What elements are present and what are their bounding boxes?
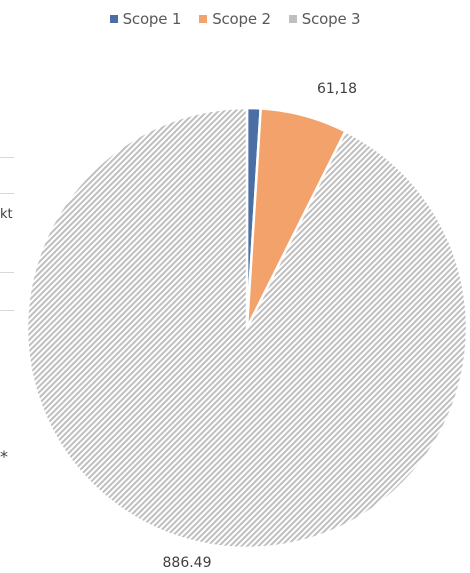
background-mark-fragment: * xyxy=(0,447,8,466)
legend-swatch-scope-1 xyxy=(109,15,118,23)
legend-swatch-scope-3 xyxy=(288,15,297,23)
data-label-scope-3: 886.49 xyxy=(163,555,212,571)
legend-item-scope-3: Scope 3 xyxy=(288,10,361,28)
pie-slice-scope-3 xyxy=(25,106,469,550)
legend-swatch-scope-2 xyxy=(199,15,208,23)
background-divider xyxy=(0,272,14,273)
legend-item-scope-2: Scope 2 xyxy=(199,10,271,28)
chart-legend: Scope 1 Scope 2 Scope 3 xyxy=(0,10,470,28)
background-divider xyxy=(0,310,14,311)
legend-label-scope-2: Scope 2 xyxy=(212,10,271,28)
background-text-fragment: kt xyxy=(0,207,13,222)
data-label-scope-2: 61,18 xyxy=(317,81,357,97)
legend-item-scope-1: Scope 1 xyxy=(109,10,182,28)
background-divider xyxy=(0,193,14,194)
legend-label-scope-1: Scope 1 xyxy=(122,10,182,28)
background-divider xyxy=(0,157,14,158)
legend-label-scope-3: Scope 3 xyxy=(301,10,361,28)
